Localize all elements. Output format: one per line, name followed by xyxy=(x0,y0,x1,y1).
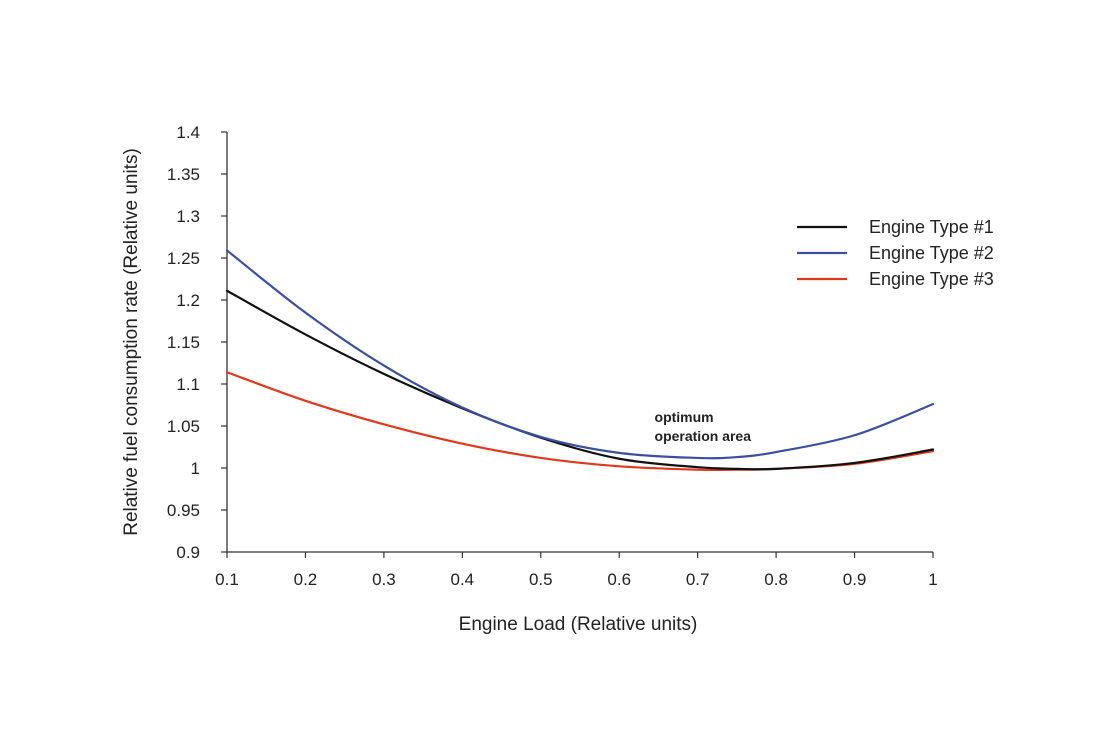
annotation-group: optimum operation area xyxy=(655,409,752,444)
legend-label-1: Engine Type #1 xyxy=(869,217,994,237)
y-axis-title: Relative fuel consumption rate (Relative… xyxy=(121,148,142,536)
series-group xyxy=(225,249,935,472)
x-tick-label: 0.8 xyxy=(764,570,788,589)
x-tick-label: 1 xyxy=(928,570,937,589)
axes: 0.9 0.95 1 1.05 1.1 1.15 1.2 1.25 1.3 1.35 1.4 0.1 0… xyxy=(167,123,938,589)
legend-label-2: Engine Type #2 xyxy=(869,243,994,263)
y-tick-label: 1 xyxy=(191,459,200,478)
x-tick-label: 0.1 xyxy=(215,570,239,589)
x-tick-label: 0.7 xyxy=(686,570,710,589)
legend: Engine Type #1 Engine Type #2 Engine Type … xyxy=(797,217,994,289)
y-tick-label: 1.4 xyxy=(176,123,200,142)
x-tick-label: 0.9 xyxy=(843,570,867,589)
x-tick-label: 0.3 xyxy=(372,570,396,589)
annotation-text: operation area xyxy=(655,428,752,444)
y-tick-label: 1.05 xyxy=(167,417,200,436)
series-line-1 xyxy=(225,289,935,471)
x-axis-title: Engine Load (Relative units) xyxy=(459,614,698,635)
x-tick-label: 0.2 xyxy=(294,570,318,589)
legend-label-3: Engine Type #3 xyxy=(869,269,994,289)
series-line-3 xyxy=(225,371,935,472)
series-line-2 xyxy=(225,249,935,460)
annotation-text: optimum xyxy=(655,409,714,425)
y-tick-label: 1.15 xyxy=(167,333,200,352)
y-tick-label: 1.3 xyxy=(176,207,200,226)
x-tick-label: 0.6 xyxy=(607,570,631,589)
y-tick-label: 1.2 xyxy=(176,291,200,310)
y-tick-label: 0.9 xyxy=(176,543,200,562)
y-tick-label: 1.1 xyxy=(176,375,200,394)
y-tick-label: 1.25 xyxy=(167,249,200,268)
y-tick-label: 0.95 xyxy=(167,501,200,520)
x-tick-label: 0.5 xyxy=(529,570,553,589)
x-tick-label: 0.4 xyxy=(451,570,475,589)
y-tick-label: 1.35 xyxy=(167,165,200,184)
